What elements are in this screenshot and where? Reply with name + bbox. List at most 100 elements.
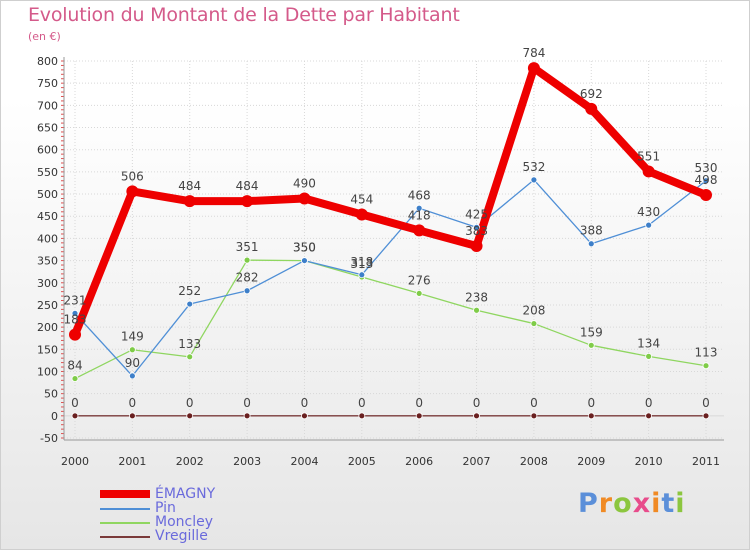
- data-label: 0: [530, 396, 538, 410]
- data-point: [69, 328, 81, 341]
- data-label: 454: [350, 192, 373, 206]
- data-point: [126, 185, 139, 198]
- data-label: 506: [121, 169, 144, 183]
- x-tick-label: 2010: [635, 455, 663, 468]
- data-point: [128, 346, 136, 354]
- y-tick-label: 550: [37, 166, 58, 179]
- data-label: 430: [637, 205, 660, 219]
- legend-label: Vregille: [155, 528, 208, 544]
- data-point: [530, 412, 538, 420]
- legend-label: ÉMAGNY: [155, 486, 216, 502]
- data-point: [700, 188, 712, 201]
- data-label: 90: [125, 356, 140, 370]
- data-label: 425: [465, 207, 488, 221]
- data-label: 159: [580, 325, 603, 339]
- data-label: 784: [522, 46, 545, 60]
- data-label: 0: [301, 396, 309, 410]
- data-label: 468: [408, 188, 431, 202]
- logo-letter: r: [598, 488, 614, 519]
- data-point: [128, 412, 136, 420]
- logo-letter: i: [651, 488, 662, 519]
- data-label: 350: [293, 241, 316, 255]
- data-point: [587, 341, 595, 349]
- data-label: 149: [121, 330, 144, 344]
- y-tick-label: 200: [37, 321, 58, 334]
- legend-swatch: [100, 522, 150, 524]
- data-point: [183, 195, 196, 208]
- data-point: [71, 375, 79, 382]
- data-label: 532: [522, 160, 545, 174]
- x-tick-label: 2000: [61, 455, 89, 468]
- y-tick-label: 500: [37, 188, 58, 201]
- data-point: [473, 223, 480, 231]
- data-label: 0: [702, 396, 710, 410]
- data-point: [355, 208, 368, 221]
- y-tick-label: 150: [37, 343, 58, 356]
- y-tick-label: 0: [51, 410, 58, 423]
- data-point: [358, 412, 366, 420]
- series-line-émagny: [71, 64, 710, 339]
- legend-swatch: [100, 536, 150, 538]
- chart-subtitle: (en €): [28, 30, 61, 43]
- y-tick-label: 750: [37, 77, 58, 90]
- data-point: [702, 362, 710, 370]
- y-tick-label: 350: [37, 255, 58, 268]
- data-label: 252: [178, 284, 201, 298]
- x-tick-label: 2006: [405, 455, 433, 468]
- data-point: [530, 320, 538, 327]
- data-point: [186, 412, 194, 420]
- data-label: 183: [64, 313, 87, 327]
- legend-label: Pin: [155, 500, 176, 516]
- y-tick-label: 600: [37, 144, 58, 157]
- data-point: [71, 309, 79, 317]
- data-label: 498: [695, 173, 718, 187]
- data-point: [415, 290, 423, 297]
- data-label: 238: [465, 290, 488, 304]
- data-label: 0: [645, 396, 653, 410]
- data-label: 113: [695, 346, 718, 360]
- data-label: 282: [236, 271, 259, 285]
- data-point: [645, 352, 653, 360]
- logo-letter: i: [675, 488, 686, 519]
- data-label: 84: [67, 359, 82, 373]
- logo-letter: o: [613, 488, 633, 519]
- y-tick-label: 100: [37, 365, 58, 378]
- data-point: [358, 271, 366, 279]
- data-point: [243, 412, 251, 420]
- data-label: 0: [243, 396, 251, 410]
- legend-swatch: [100, 508, 150, 510]
- data-label: 276: [408, 273, 431, 287]
- y-tick-label: -50: [40, 432, 58, 445]
- data-point: [473, 306, 480, 314]
- data-point: [243, 287, 251, 295]
- proxiti-logo: Proxiti: [578, 488, 686, 519]
- data-point: [702, 177, 710, 185]
- x-tick-label: 2008: [520, 455, 548, 468]
- data-point: [470, 239, 483, 252]
- data-point: [530, 176, 538, 184]
- data-label: 418: [408, 208, 431, 222]
- series-line-pin: [74, 179, 707, 377]
- x-tick-label: 2003: [233, 455, 261, 468]
- logo-letter: t: [661, 488, 676, 519]
- data-label: 351: [236, 240, 259, 254]
- data-point: [527, 62, 540, 75]
- series-line-moncley: [74, 259, 707, 380]
- data-point: [413, 224, 426, 237]
- data-label: 530: [695, 161, 718, 175]
- y-tick-label: 250: [37, 299, 58, 312]
- data-point: [415, 412, 423, 420]
- chart-title: Evolution du Montant de la Dette par Hab…: [28, 4, 460, 26]
- y-tick-label: 300: [37, 277, 58, 290]
- data-label: 208: [522, 304, 545, 318]
- data-label: 692: [580, 87, 603, 101]
- data-point: [186, 300, 194, 308]
- data-point: [241, 195, 254, 208]
- data-label: 551: [637, 149, 660, 163]
- data-label: 0: [358, 396, 366, 410]
- data-point: [128, 372, 136, 380]
- x-tick-label: 2011: [692, 455, 720, 468]
- data-point: [642, 165, 655, 178]
- x-tick-label: 2009: [577, 455, 605, 468]
